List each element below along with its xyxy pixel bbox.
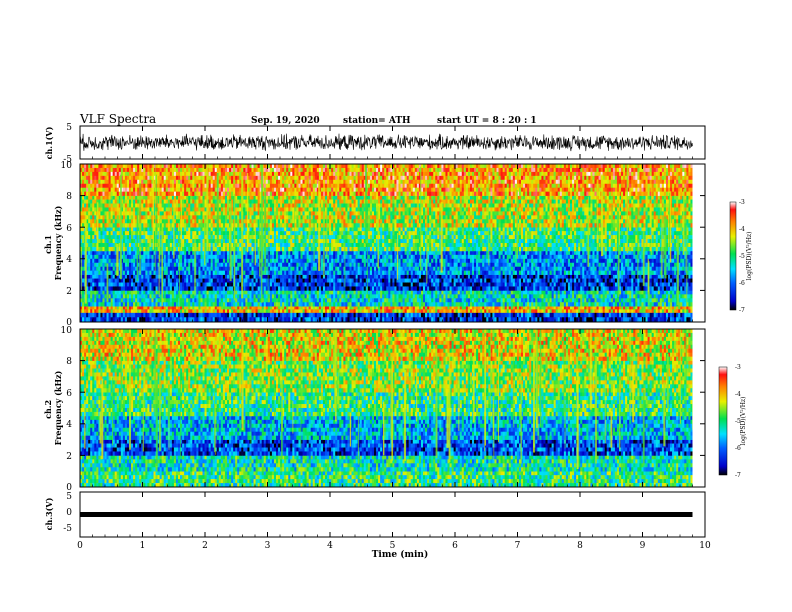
date-label: Sep. 19, 2020	[251, 116, 320, 126]
start-time-label: start UT = 8 : 20 : 1	[437, 116, 537, 126]
ch1-waveform-trace	[80, 134, 693, 152]
ch1-waveform-ytick-top: 5	[66, 123, 72, 133]
ch1-spectrogram-heatmap	[80, 164, 705, 322]
figure-title: VLF Spectra	[79, 112, 156, 126]
ch1-spectrogram-panel: 0 2 4 6 8 10 ch.1 Frequency (kHz) -3 -4 …	[43, 161, 753, 328]
station-label: station= ATH	[343, 116, 411, 126]
ch1-waveform-panel: 5 -5 ch.1(V)	[44, 123, 705, 165]
ch1-waveform-ylabel: ch.1(V)	[44, 126, 54, 159]
ch1-waveform-line	[80, 134, 693, 152]
